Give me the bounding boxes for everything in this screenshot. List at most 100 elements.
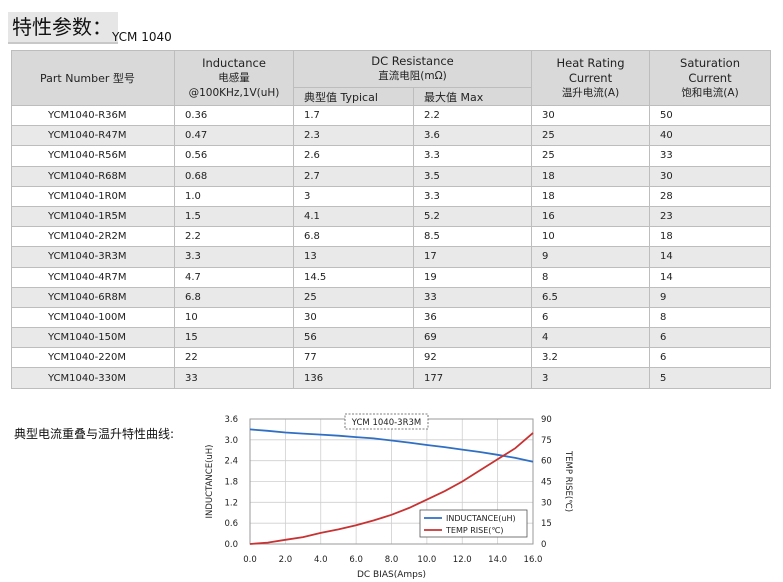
y-tick-label: 3.0 [224, 436, 238, 446]
saturation-current-cell: 9 [649, 286, 772, 308]
x-tick-label: 10.0 [417, 555, 436, 565]
x-tick-label: 6.0 [349, 555, 363, 565]
table-row: YCM1040-220M 22 77 92 3.2 6 [11, 347, 772, 369]
chart-caption: 典型电流重叠与温升特性曲线: [14, 427, 175, 441]
dcr-max-cell: 92 [412, 347, 533, 369]
col-header-heat-rating: Heat Rating Current 温升电流(A) [531, 50, 651, 106]
y-tick-label: 3.6 [224, 415, 238, 425]
dcr-typical-cell: 56 [293, 327, 414, 349]
sat-header-line3: 饱和电流(A) [681, 86, 739, 99]
dcr-header-line2: 直流电阻(mΩ) [378, 70, 447, 82]
chart-title-box [344, 413, 429, 430]
y2-tick-label: 15 [541, 519, 552, 529]
dcr-max-cell: 69 [412, 327, 533, 349]
model-label: YCM 1040 [112, 30, 172, 44]
y2-tick-label: 0 [541, 540, 546, 550]
sat-header-line1: Saturation [680, 55, 740, 70]
table-row: YCM1040-4R7M 4.7 14.5 19 8 14 [11, 266, 772, 288]
dcr-typical-cell: 136 [293, 367, 414, 389]
dcr-max-cell: 3.5 [412, 165, 533, 187]
legend-box [419, 509, 528, 538]
col-header-dc-resistance: DC Resistance 直流电阻(mΩ) [292, 50, 533, 88]
inductance-series-line [249, 428, 534, 463]
saturation-current-cell: 14 [649, 246, 772, 268]
col-header-dcr-max: 最大值 Max [412, 87, 533, 106]
dcr-max-cell: 33 [412, 286, 533, 308]
heat-current-cell: 16 [531, 205, 651, 228]
heat-current-cell: 3 [531, 367, 651, 389]
heat-header-line1: Heat Rating [556, 55, 625, 70]
table-row: YCM1040-100M 10 30 36 6 8 [11, 306, 772, 329]
col-header-inductance: Inductance 电感量 @100KHz,1V(uH) [174, 50, 294, 106]
y-tick-label: 0.6 [224, 519, 238, 529]
sat-header-line2: Current [688, 70, 732, 85]
col-header-dcr-typical: 典型值 Typical [293, 87, 414, 106]
part-number-cell: YCM1040-6R8M [11, 286, 175, 308]
x-tick-label: 4.0 [314, 555, 328, 565]
x-tick-label: 8.0 [385, 555, 399, 565]
table-row: YCM1040-150M 15 56 69 4 6 [11, 327, 772, 349]
legend-label: INDUCTANCE(uH) [446, 514, 516, 523]
table-row: YCM1040-1R0M 1.0 3 3.3 18 28 [11, 185, 772, 207]
saturation-current-cell: 23 [649, 205, 772, 228]
inductance-header-line3: @100KHz,1V(uH) [188, 86, 280, 99]
y-axis-title: INDUCTANCE(uH) [205, 445, 215, 519]
x-tick-label: 0.0 [243, 555, 257, 565]
y2-tick-label: 60 [541, 457, 552, 467]
x-axis-title: DC BIAS(Amps) [357, 570, 426, 580]
temp-rise-series-line [249, 432, 534, 545]
table-row: YCM1040-R68M 0.68 2.7 3.5 18 30 [11, 165, 772, 187]
y-tick-label: 1.2 [224, 498, 238, 508]
chart-title: YCM 1040-3R3M [351, 418, 421, 428]
x-tick-label: 14.0 [488, 555, 507, 565]
inductance-header-line2: 电感量 [218, 71, 250, 84]
heat-current-cell: 18 [531, 165, 651, 187]
inductance-cell: 0.47 [174, 125, 294, 147]
page-title: 特性参数： [12, 15, 112, 39]
y-tick-label: 0.0 [224, 540, 238, 550]
y2-tick-label: 30 [541, 498, 552, 508]
table-row: YCM1040-3R3M 3.3 13 17 9 14 [11, 246, 772, 268]
part-number-cell: YCM1040-1R5M [11, 205, 175, 228]
y2-tick-label: 75 [541, 436, 552, 446]
dcr-max-cell: 17 [412, 246, 533, 268]
y2-axis-title: TEMP RISE(℃) [563, 450, 573, 512]
header: 特性参数： YCM 1040 [0, 0, 783, 48]
inductance-cell: 0.68 [174, 165, 294, 187]
saturation-current-cell: 6 [649, 327, 772, 349]
col-header-saturation: Saturation Current 饱和电流(A) [649, 50, 772, 106]
dcr-typical-cell: 25 [293, 286, 414, 308]
saturation-current-cell: 40 [649, 125, 772, 147]
saturation-current-cell: 30 [649, 165, 772, 187]
dcr-typical-cell: 2.3 [293, 125, 414, 147]
x-tick-label: 12.0 [453, 555, 472, 565]
dcr-max-cell: 3.3 [412, 145, 533, 167]
inductance-header-line1: Inductance [202, 55, 266, 70]
dcr-typical-cell: 4.1 [293, 205, 414, 228]
spec-table: Part Number 型号 Inductance 电感量 @100KHz,1V… [11, 50, 772, 389]
title-box: 特性参数： [8, 12, 118, 44]
y-tick-label: 1.8 [224, 478, 238, 488]
y2-tick-label: 45 [541, 478, 552, 488]
dcr-max-cell: 3.6 [412, 125, 533, 147]
table-row: YCM1040-R56M 0.56 2.6 3.3 25 33 [11, 145, 772, 167]
table-row: YCM1040-R47M 0.47 2.3 3.6 25 40 [11, 125, 772, 147]
part-number-cell: YCM1040-R47M [11, 125, 175, 147]
part-number-cell: YCM1040-330M [11, 367, 175, 389]
heat-header-line2: Current [568, 70, 613, 85]
table-row: YCM1040-2R2M 2.2 6.8 8.5 10 18 [11, 226, 772, 248]
heat-current-cell: 6.5 [531, 286, 651, 308]
y2-tick-label: 90 [541, 415, 552, 425]
saturation-current-cell: 5 [649, 367, 772, 389]
legend-label: TEMP RISE(℃) [445, 526, 504, 535]
col-header-part-number: Part Number 型号 [11, 50, 175, 106]
dcr-max-cell: 177 [412, 367, 533, 389]
spec-table-body: YCM1040-R36M 0.36 1.7 2.2 30 50 YCM1040-R47M 0.… [11, 104, 772, 389]
dcr-header-line1: DC Resistance [371, 54, 454, 68]
table-row: YCM1040-330M 33 136 177 3 5 [11, 367, 772, 389]
heat-header-line3: 温升电流(A) [561, 86, 620, 99]
inductance-cell: 3.3 [174, 246, 294, 268]
x-tick-label: 2.0 [279, 555, 293, 565]
x-tick-label: 16.0 [524, 555, 543, 565]
part-number-cell: YCM1040-R68M [11, 165, 175, 187]
